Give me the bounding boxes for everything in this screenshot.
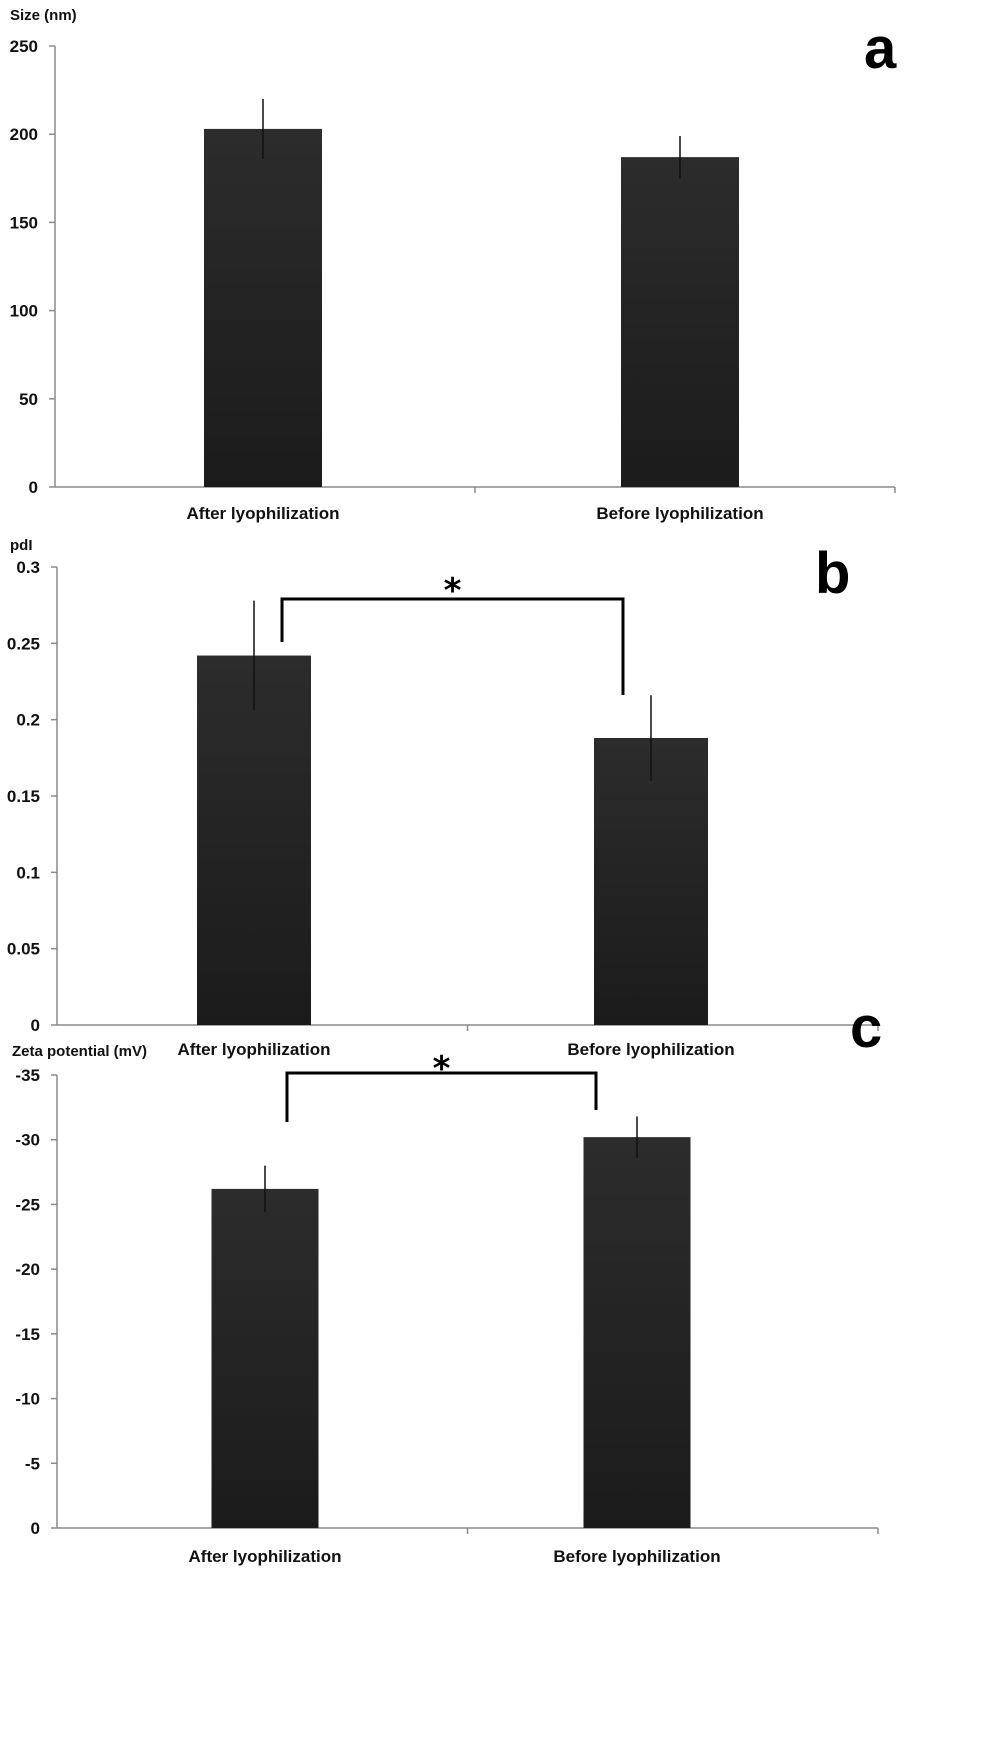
significance-star: * <box>444 571 462 611</box>
y-tick-label: 50 <box>19 390 38 409</box>
y-tick-label: 150 <box>10 213 38 232</box>
x-category-label: Before lyophilization <box>596 504 763 523</box>
y-tick-label: -30 <box>15 1131 40 1150</box>
x-category-label: Before lyophilization <box>567 1040 734 1059</box>
x-category-label: Before lyophilization <box>553 1547 720 1566</box>
y-tick-label: 0.3 <box>16 558 40 577</box>
x-category-label: After lyophilization <box>187 504 340 523</box>
x-category-label: After lyophilization <box>189 1547 342 1566</box>
significance-star: * <box>433 1049 451 1089</box>
panel-letter: c <box>850 995 882 1060</box>
bar-after <box>197 655 311 1025</box>
y-axis-title: pdI <box>10 537 33 554</box>
x-category-label: After lyophilization <box>178 1040 331 1059</box>
y-tick-label: 0.15 <box>7 787 40 806</box>
bar-before <box>594 737 708 1025</box>
y-tick-label: 0.2 <box>16 711 40 730</box>
chart-panel-c: Zeta potential (mV) c -35 -30 -25 -20 -15 -10 -5… <box>12 995 882 1566</box>
y-tick-label: -10 <box>15 1390 40 1409</box>
y-axis-title: Size (nm) <box>10 7 77 24</box>
y-tick-label: 0 <box>31 1016 40 1035</box>
chart-panel-b: pdI b 0.3 0.25 0.2 0.15 0.1 0.05 0 After lyophili… <box>7 537 879 1059</box>
panel-letter: b <box>815 541 850 606</box>
y-tick-label: -20 <box>15 1260 40 1279</box>
y-tick-label: 250 <box>10 37 38 56</box>
chart-panel-a: Size (nm) a 250 200 150 100 50 0 After lyophiliz… <box>10 7 897 523</box>
significance-bracket <box>285 1071 598 1122</box>
y-tick-label: -35 <box>15 1066 40 1085</box>
y-tick-label: -15 <box>15 1325 40 1344</box>
y-tick-label: 0.25 <box>7 634 40 653</box>
y-tick-label: 100 <box>10 302 38 321</box>
significance-bracket <box>280 597 625 695</box>
bar-before <box>583 1137 691 1528</box>
bar-before <box>621 157 739 487</box>
y-tick-label: 0 <box>29 478 38 497</box>
bar-after <box>204 128 322 487</box>
y-tick-label: -5 <box>25 1454 40 1473</box>
panel-letter: a <box>864 16 897 81</box>
y-tick-label: 0.1 <box>16 863 40 882</box>
y-tick-label: 200 <box>10 125 38 144</box>
y-axis-title: Zeta potential (mV) <box>12 1043 147 1060</box>
y-tick-label: 0.05 <box>7 940 40 959</box>
y-tick-label: -25 <box>15 1195 40 1214</box>
y-tick-label: 0 <box>31 1519 40 1538</box>
bar-after <box>211 1188 319 1528</box>
